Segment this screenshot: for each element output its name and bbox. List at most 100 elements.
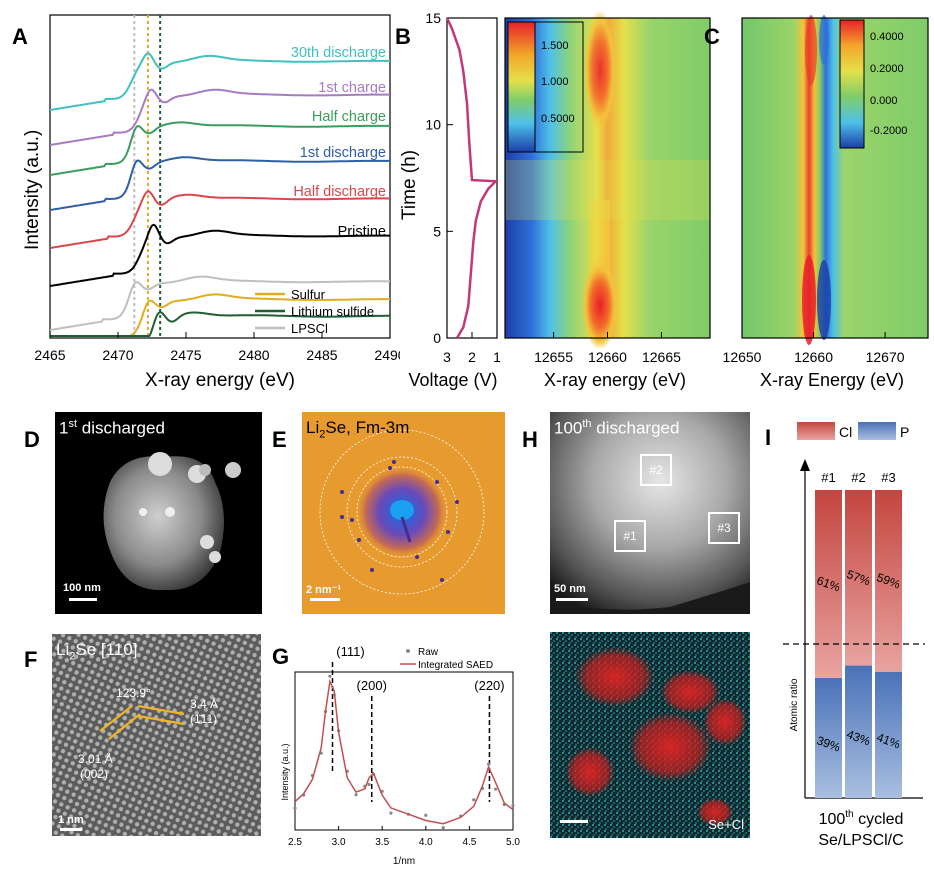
b-energy-tick-label: 12660 [588,349,627,365]
series-pristine [49,223,390,287]
b-time-tick-label: 10 [425,117,441,133]
series-lpscl [49,275,390,331]
panel-f-hkl2: (002) [80,767,109,781]
c-energy-tick-label: 12670 [866,349,905,365]
a-tick-label: 2475 [170,347,201,363]
panel-e-diffraction: Li2Se, Fm-3m 2 nm⁻¹ [302,412,505,614]
c-energy-tick-label: 12650 [723,349,762,365]
roi-label-2: #2 [649,463,663,477]
panel-g-xlabel: 1/nm [393,856,415,867]
panel-i-letter: I [765,425,771,450]
panel-b-letter: B [395,24,411,49]
panel-i-xlabel-text: cycled [854,811,904,828]
panel-e-scale-label: 2 nm⁻¹ [306,584,342,596]
panel-d-title: 1st discharged [59,418,165,439]
raw-point [441,826,445,830]
legend-integrated-saed: Integrated SAED [418,660,493,671]
panel-f-title: Li2Se [110] [56,640,137,662]
bar-p-3 [875,671,902,798]
panel-i-xlabel2: Se/LPSCl/C [818,832,903,849]
g-tick-label: 3.5 [375,837,389,848]
panel-d-scalebar [69,598,97,601]
roi-label-1: #1 [623,529,637,543]
panel-g: G Intensity (a.u.) 2.5 3.0 3.5 4.0 4.5 5.0 (1… [262,632,534,870]
cb-b-tick-2: 1.000 [541,76,569,88]
panel-f-title-text: Se [110] [75,640,138,659]
g-tick-label: 4.0 [419,837,433,848]
panel-e-scalebar [310,598,340,601]
raw-point [328,674,332,678]
panel-a-ylabel: Intensity (a.u.) [22,130,43,250]
b-time-tick-label: 5 [433,223,441,239]
raw-point [424,813,428,817]
panel-h-title-sup: th [582,418,592,430]
panel-f-d1: 3.4 Å [190,697,219,711]
panel-a-label-1st-discharge: 1st discharge [300,145,386,161]
a-tick-label: 2465 [34,347,65,363]
voltage-curve [445,17,499,339]
bar-category-2: #2 [851,470,865,485]
integrated-saed-curve [294,678,514,825]
panel-a-label-30th: 30th discharge [291,45,386,61]
eds-map-label: Se+Cl [708,817,744,832]
peak-label-2: (200) [357,678,387,693]
b-energy-tick-label: 12665 [642,349,681,365]
panel-h-micrograph: 100th discharged #2 #1 #3 50 nm [550,412,750,614]
panel-i-yaxis-arrow [800,459,810,471]
panel-a: A Intensity (a.u.) 2465 2470 2475 2480 2485 2… [0,0,406,400]
panel-i-legend: Cl P [797,422,909,440]
c-energy-tick-label: 12660 [794,349,833,365]
saed-pattern [319,429,485,595]
panel-f-d2: 3.01 Å [78,752,113,766]
cb-c-tick-2: 0.2000 [870,63,904,75]
series-lithium-sulfide [50,311,390,337]
series-1st-discharge [49,156,390,211]
b-voltage-tick-label: 2 [468,349,476,365]
panel-c: C 0.4000 0.2000 0.000 -0.2000 12650 12660… [700,0,934,400]
panel-d-title-sup: st [68,418,78,430]
roi-box-2: #2 [640,454,672,486]
raw-point [493,787,498,791]
panel-d-micrograph: 1st discharged 100 nm [55,412,262,614]
panel-i-xlabel-num: 100 [819,811,846,828]
panel-f-title-li: Li [56,640,70,659]
panel-f-scalebar [60,828,82,831]
panel-h-scale-label: 50 nm [554,583,586,595]
raw-point [389,811,393,815]
panel-f-angle: 123.9° [116,686,151,700]
roi-label-3: #3 [717,521,731,535]
panel-c-heatmap [741,15,929,345]
panel-f-title-sub: 2 [69,650,76,663]
panel-f-hrtem: Li2Se [110] 123.9° 3.4 Å (1̄11) 3.01 Å (… [52,634,261,836]
panel-h-title-text: discharged [591,418,680,438]
panel-c-xlabel: X-ray Energy (eV) [760,370,904,390]
panel-c-chart: C 0.4000 0.2000 0.000 -0.2000 12650 12660… [704,15,929,390]
panel-g-ylabel: Intensity (a.u.) [280,743,290,800]
g-tick-label: 5.0 [506,837,520,848]
panel-c-letter: C [704,24,720,49]
b-voltage-tick-label: 3 [443,349,451,365]
panel-d-title-text: discharged [77,418,165,438]
panel-d-title-num: 1 [59,418,69,438]
raw-point [367,782,371,787]
g-tick-label: 3.0 [332,837,346,848]
legend-raw: Raw [418,647,439,658]
a-tick-label: 2485 [306,347,337,363]
g-tick-label: 4.5 [462,837,476,848]
legend-cl: Cl [839,424,852,440]
panel-g-chart: G Intensity (a.u.) 2.5 3.0 3.5 4.0 4.5 5.0 (1… [272,644,520,867]
panel-e-title-sub: 2 [319,428,326,441]
raw-point [511,803,515,808]
a-tick-label: 2490 [374,347,400,363]
roi-box-1: #1 [614,520,646,552]
panel-a-legend: Sulfur Lithium sulfide LPSCl [255,287,374,336]
panel-h-eds-map: Se+Cl [550,632,750,838]
panel-f-scale-label: 1 nm [58,814,84,826]
panel-g-frame [294,671,514,831]
raw-point [354,793,358,797]
panel-g-legend: Raw Integrated SAED [400,647,493,671]
bar-category-3: #3 [881,470,895,485]
cb-b-tick-3: 0.5000 [541,113,575,125]
panel-f-hkl1: (1̄11) [190,712,218,726]
